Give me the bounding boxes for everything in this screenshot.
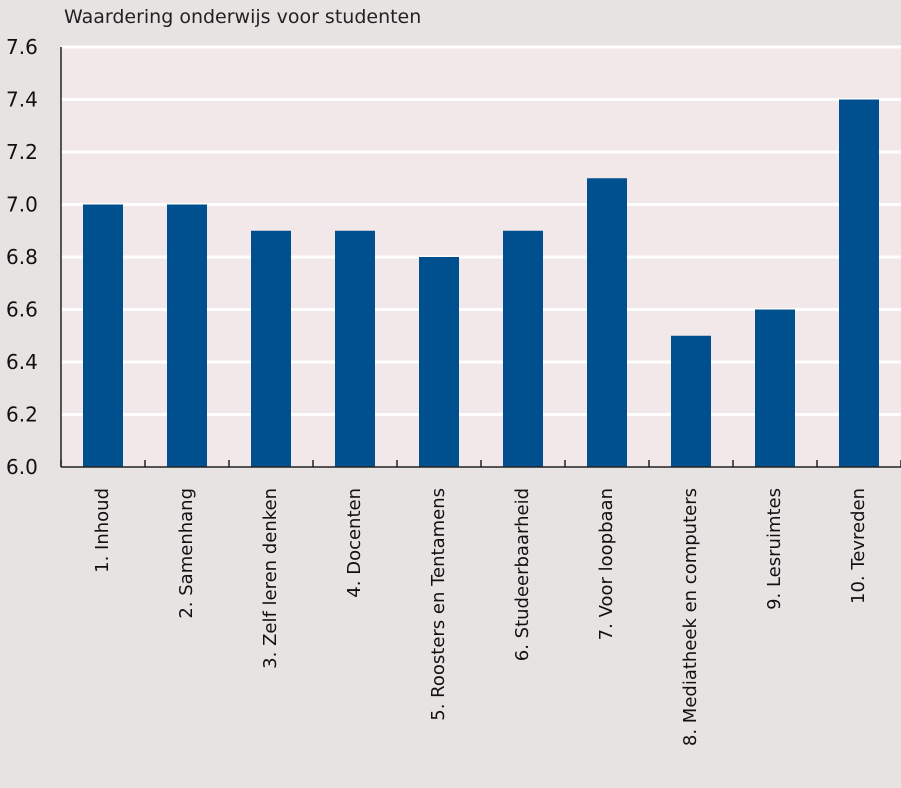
y-tick-label: 7.2 bbox=[6, 140, 38, 164]
bar bbox=[167, 204, 207, 467]
x-tick-label: 6. Studeerbaarheid bbox=[512, 488, 533, 661]
y-tick-label: 6.6 bbox=[6, 298, 38, 322]
x-tick-label: 2. Samenhang bbox=[176, 488, 197, 619]
bar bbox=[503, 230, 543, 467]
y-tick-label: 6.8 bbox=[6, 245, 38, 269]
x-tick-label: 8. Mediatheek en computers bbox=[680, 488, 701, 746]
y-tick-label: 6.0 bbox=[6, 455, 38, 479]
x-tick-label: 7. Voor loopbaan bbox=[596, 488, 617, 640]
x-tick-label: 3. Zelf leren denken bbox=[260, 488, 281, 669]
bar bbox=[671, 335, 711, 467]
x-tick-label: 1. Inhoud bbox=[92, 488, 113, 573]
x-tick-label: 4. Docenten bbox=[344, 488, 365, 598]
bar bbox=[83, 204, 123, 467]
bar bbox=[419, 257, 459, 467]
y-tick-label: 7.4 bbox=[6, 88, 38, 112]
y-tick-label: 6.2 bbox=[6, 403, 38, 427]
y-tick-label: 7.0 bbox=[6, 193, 38, 217]
bar bbox=[251, 230, 291, 467]
chart-title: Waardering onderwijs voor studenten bbox=[64, 6, 422, 28]
bar bbox=[587, 178, 627, 467]
bar bbox=[335, 230, 375, 467]
x-tick-label: 9. Lesruimtes bbox=[764, 488, 785, 610]
y-tick-label: 7.6 bbox=[6, 35, 38, 59]
y-tick-label: 6.4 bbox=[6, 350, 38, 374]
x-tick-label: 10. Tevreden bbox=[848, 488, 869, 604]
bar bbox=[755, 309, 795, 467]
x-tick-label: 5. Roosters en Tentamens bbox=[428, 488, 449, 721]
bar bbox=[839, 99, 879, 467]
